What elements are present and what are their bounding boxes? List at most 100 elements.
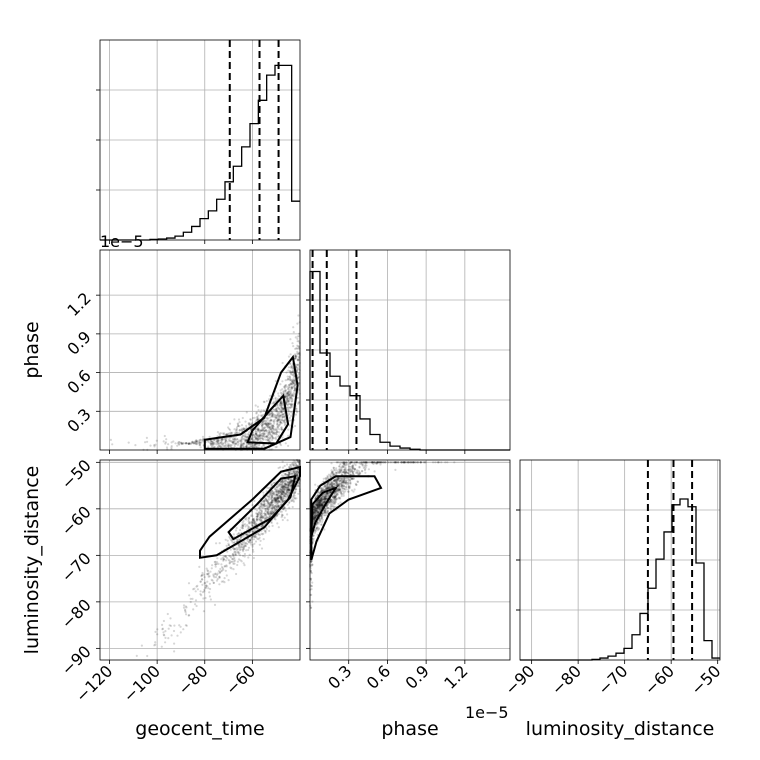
sample-point bbox=[254, 430, 256, 432]
sample-point bbox=[266, 400, 268, 402]
sample-point bbox=[446, 461, 448, 463]
sample-point bbox=[206, 568, 208, 570]
sample-point bbox=[288, 474, 290, 476]
sample-point bbox=[214, 561, 216, 563]
sample-point bbox=[350, 461, 352, 463]
sample-point bbox=[290, 415, 292, 417]
sample-point bbox=[326, 475, 328, 477]
sample-point bbox=[203, 610, 205, 612]
sample-point bbox=[153, 644, 155, 646]
sample-point bbox=[185, 611, 187, 613]
sample-point bbox=[211, 579, 213, 581]
sample-point bbox=[339, 480, 341, 482]
sample-point bbox=[243, 438, 245, 440]
sample-point bbox=[242, 445, 244, 447]
sample-point bbox=[225, 445, 227, 447]
sample-point bbox=[231, 432, 233, 434]
sample-point bbox=[219, 568, 221, 570]
sample-point bbox=[296, 411, 298, 413]
sample-point bbox=[260, 430, 262, 432]
sample-point bbox=[164, 641, 166, 643]
sample-point bbox=[343, 478, 345, 480]
sample-point bbox=[229, 423, 231, 425]
sample-point bbox=[290, 379, 292, 381]
y-tick-label: −50 bbox=[58, 456, 95, 493]
sample-point bbox=[188, 582, 190, 584]
sample-point bbox=[243, 427, 245, 429]
sample-point bbox=[323, 498, 325, 500]
sample-point bbox=[163, 634, 165, 636]
sample-point bbox=[343, 491, 345, 493]
sample-point bbox=[280, 494, 282, 496]
sample-point bbox=[338, 483, 340, 485]
sample-point bbox=[376, 462, 378, 464]
x-axis-label-luminosity-distance: luminosity_distance bbox=[526, 718, 715, 740]
sample-point bbox=[321, 523, 323, 525]
sample-point bbox=[361, 470, 363, 472]
sample-point bbox=[379, 463, 381, 465]
sample-point bbox=[204, 582, 206, 584]
sample-point bbox=[349, 481, 351, 483]
sample-point bbox=[172, 440, 174, 442]
sample-point bbox=[268, 512, 270, 514]
sample-point bbox=[372, 461, 374, 463]
x-tick-label: 0.9 bbox=[402, 661, 433, 692]
sample-point bbox=[258, 409, 260, 411]
sample-point bbox=[193, 588, 195, 590]
sample-point bbox=[289, 481, 291, 483]
y-tick-label: 1.2 bbox=[63, 289, 94, 320]
sample-point bbox=[225, 559, 227, 561]
sample-point bbox=[292, 506, 294, 508]
sample-point bbox=[163, 620, 165, 622]
sample-point bbox=[273, 409, 275, 411]
sample-point bbox=[233, 558, 235, 560]
sample-point bbox=[238, 418, 240, 420]
sample-point bbox=[136, 655, 138, 657]
sample-point bbox=[335, 472, 337, 474]
sample-point bbox=[239, 440, 241, 442]
sample-point bbox=[288, 366, 290, 368]
sample-point bbox=[194, 603, 196, 605]
sample-point bbox=[231, 540, 233, 542]
sample-point bbox=[283, 391, 285, 393]
sample-point bbox=[149, 445, 151, 447]
sample-point bbox=[352, 467, 354, 469]
sample-point bbox=[170, 625, 172, 627]
sample-point bbox=[348, 465, 350, 467]
panel-phase-hist bbox=[310, 250, 510, 450]
sample-point bbox=[256, 418, 258, 420]
sample-point bbox=[276, 433, 278, 435]
sample-point bbox=[288, 466, 290, 468]
sample-point bbox=[210, 598, 212, 600]
sample-point bbox=[273, 413, 275, 415]
sample-point bbox=[311, 601, 313, 603]
sample-point bbox=[282, 362, 284, 364]
sample-point bbox=[337, 503, 339, 505]
sample-point bbox=[269, 419, 271, 421]
histogram-step bbox=[100, 65, 300, 240]
sample-point bbox=[291, 342, 293, 344]
sample-point bbox=[271, 402, 273, 404]
sample-point bbox=[167, 637, 169, 639]
x-axis-label-geocent-time: geocent_time bbox=[135, 718, 264, 740]
sample-point bbox=[253, 522, 255, 524]
sample-point bbox=[295, 336, 297, 338]
sample-point bbox=[218, 576, 220, 578]
sample-point bbox=[285, 510, 287, 512]
sample-point bbox=[297, 335, 299, 337]
sample-point bbox=[173, 625, 175, 627]
sample-point bbox=[278, 407, 280, 409]
sample-point bbox=[260, 411, 262, 413]
x-tick-label: −90 bbox=[501, 661, 538, 698]
sample-point bbox=[453, 461, 455, 463]
sample-point bbox=[314, 484, 316, 486]
sample-point bbox=[260, 540, 262, 542]
sample-point bbox=[330, 475, 332, 477]
sample-point bbox=[319, 519, 321, 521]
sample-point bbox=[209, 571, 211, 573]
histogram-step bbox=[520, 499, 720, 660]
sample-point bbox=[261, 547, 263, 549]
sample-point bbox=[243, 548, 245, 550]
sample-point bbox=[256, 416, 258, 418]
sample-point bbox=[283, 485, 285, 487]
